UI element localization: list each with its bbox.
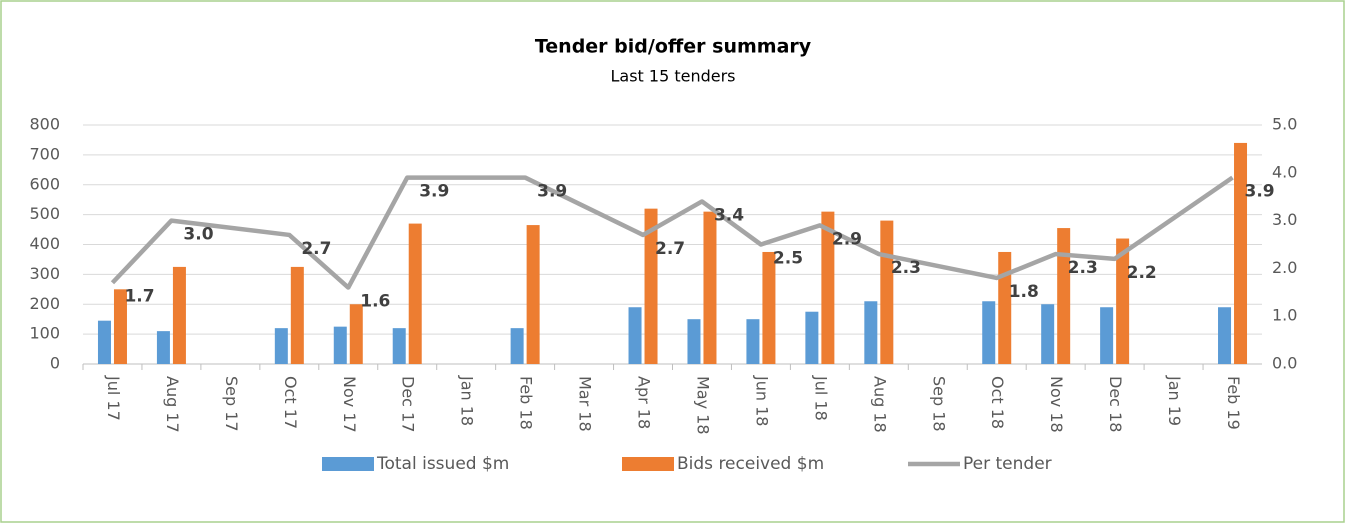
data-label: 2.2 [1127, 263, 1157, 283]
bar [156, 331, 170, 364]
bar [290, 266, 304, 364]
y-tick-label: 500 [29, 204, 60, 223]
bar [746, 319, 760, 364]
data-label: 1.7 [124, 287, 154, 307]
x-tick-label: Jan 18 [458, 375, 477, 426]
line [110, 175, 1234, 290]
y-tick-label: 0 [50, 354, 60, 373]
x-tick-label: Feb 18 [517, 376, 536, 430]
x-tick-label: Oct 17 [281, 376, 300, 429]
bar [113, 289, 127, 364]
legend-label: Bids received $m [677, 454, 824, 474]
x-tick-label: Jan 19 [1165, 375, 1184, 426]
y2-tick-label: 1.0 [1272, 306, 1297, 325]
x-tick-label: Feb 19 [1224, 376, 1243, 430]
data-label: 2.7 [655, 239, 685, 259]
bar [805, 311, 819, 364]
x-tick-label: Jul 17 [104, 375, 123, 421]
bar [864, 301, 878, 364]
legend-swatch [322, 457, 374, 471]
data-label: 2.7 [301, 239, 331, 259]
bar [880, 220, 894, 364]
chart-subtitle: Last 15 tenders [610, 67, 735, 86]
x-tick-label: Apr 18 [635, 376, 654, 429]
x-tick-label: Sep 18 [929, 376, 948, 432]
data-label: 3.9 [419, 182, 449, 202]
legend-label: Per tender [963, 454, 1052, 474]
y2-tick-label: 5.0 [1272, 115, 1297, 134]
x-tick-label: Jun 18 [752, 375, 771, 426]
data-label: 2.3 [891, 258, 921, 278]
bar [333, 326, 347, 364]
bar [1116, 238, 1130, 364]
data-label: 2.5 [773, 249, 803, 269]
bar [1100, 307, 1114, 364]
x-tick-label: Nov 18 [1047, 376, 1066, 433]
x-tick-label: Aug 18 [870, 376, 889, 433]
bar [1057, 228, 1071, 364]
y2-tick-label: 4.0 [1272, 162, 1297, 181]
data-label: 2.9 [832, 229, 862, 249]
y-tick-label: 300 [29, 264, 60, 283]
x-tick-label: Jul 18 [811, 375, 830, 421]
data-label: 3.9 [1245, 182, 1275, 202]
legend-swatch [622, 457, 674, 471]
bar [644, 208, 658, 364]
bar [1234, 142, 1248, 364]
bar [762, 251, 776, 364]
bar [982, 301, 996, 364]
chart-title: Tender bid/offer summary [535, 36, 812, 58]
bar [821, 211, 835, 364]
x-tick-label: May 18 [693, 376, 712, 435]
x-tick-label: Dec 17 [399, 376, 418, 432]
x-tick-label: Nov 17 [340, 376, 359, 433]
bar [349, 304, 363, 364]
y-tick-label: 200 [29, 294, 60, 313]
y-tick-label: 400 [29, 234, 60, 253]
y2-tick-label: 0.0 [1272, 354, 1297, 373]
data-label: 3.0 [183, 225, 213, 245]
x-tick-label: Aug 17 [163, 376, 182, 433]
legend-label: Total issued $m [376, 454, 509, 474]
bar [687, 319, 701, 364]
bar [526, 225, 540, 364]
bar [628, 307, 642, 364]
bar [510, 328, 524, 364]
y2-tick-label: 3.0 [1272, 210, 1297, 229]
bar [408, 223, 422, 364]
bar [1218, 307, 1232, 364]
y2-tick-label: 2.0 [1272, 258, 1297, 277]
x-tick-label: Dec 18 [1106, 376, 1125, 432]
bar [172, 266, 186, 364]
bar [274, 328, 288, 364]
x-tick-label: Sep 17 [222, 376, 241, 432]
bar [97, 320, 111, 364]
bar [392, 328, 406, 364]
x-tick-label: Oct 18 [988, 376, 1007, 429]
data-label: 3.4 [714, 205, 744, 225]
bar [703, 211, 717, 364]
data-label: 2.3 [1068, 258, 1098, 278]
y-tick-label: 700 [29, 144, 60, 163]
y-tick-label: 600 [29, 174, 60, 193]
data-label: 3.9 [537, 182, 567, 202]
y-tick-label: 800 [29, 115, 60, 134]
bar [998, 251, 1012, 364]
data-label: 1.6 [360, 292, 390, 312]
bar [1041, 304, 1055, 364]
x-tick-label: Mar 18 [576, 376, 595, 432]
data-label: 1.8 [1009, 282, 1039, 302]
y-tick-label: 100 [29, 324, 60, 343]
